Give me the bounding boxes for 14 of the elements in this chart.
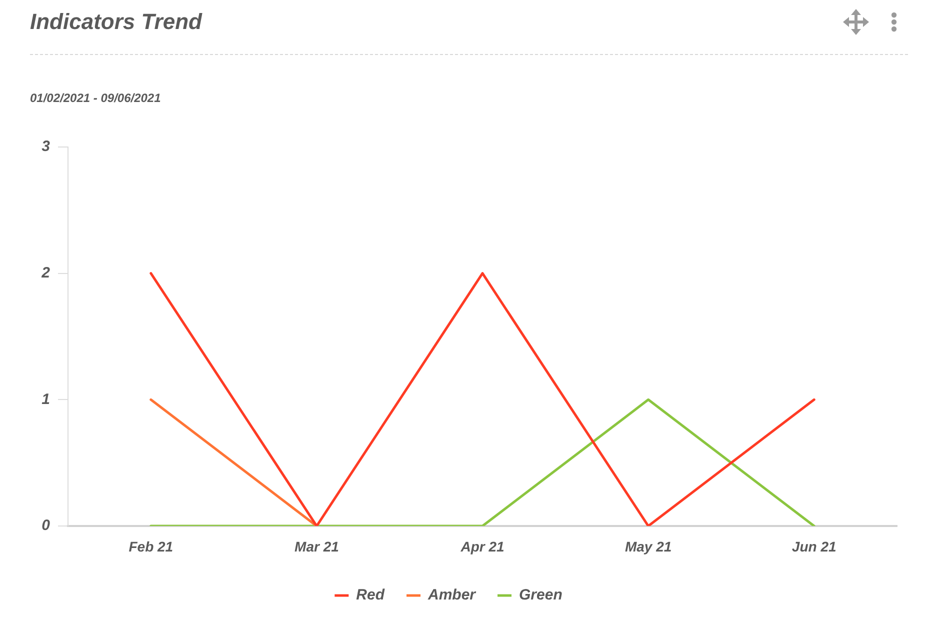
chart-subtitle: 01/02/2021 - 09/06/2021 — [30, 90, 161, 106]
legend-label: Red — [356, 586, 386, 604]
y-tick-label: 3 — [42, 138, 51, 156]
legend-label: Green — [519, 586, 562, 604]
legend-label: Amber — [426, 586, 477, 604]
x-tick-label: Mar 21 — [294, 538, 340, 554]
y-tick-label: 0 — [42, 517, 51, 534]
x-tick-label: May 21 — [624, 538, 672, 554]
y-tick-label: 2 — [40, 264, 51, 282]
y-tick-label: 1 — [42, 390, 50, 408]
x-tick-label: Feb 21 — [128, 538, 174, 554]
x-tick-label: Apr 21 — [460, 538, 504, 554]
chart-title: Indicators Trend — [30, 8, 202, 36]
x-tick-label: Jun 21 — [792, 538, 836, 554]
